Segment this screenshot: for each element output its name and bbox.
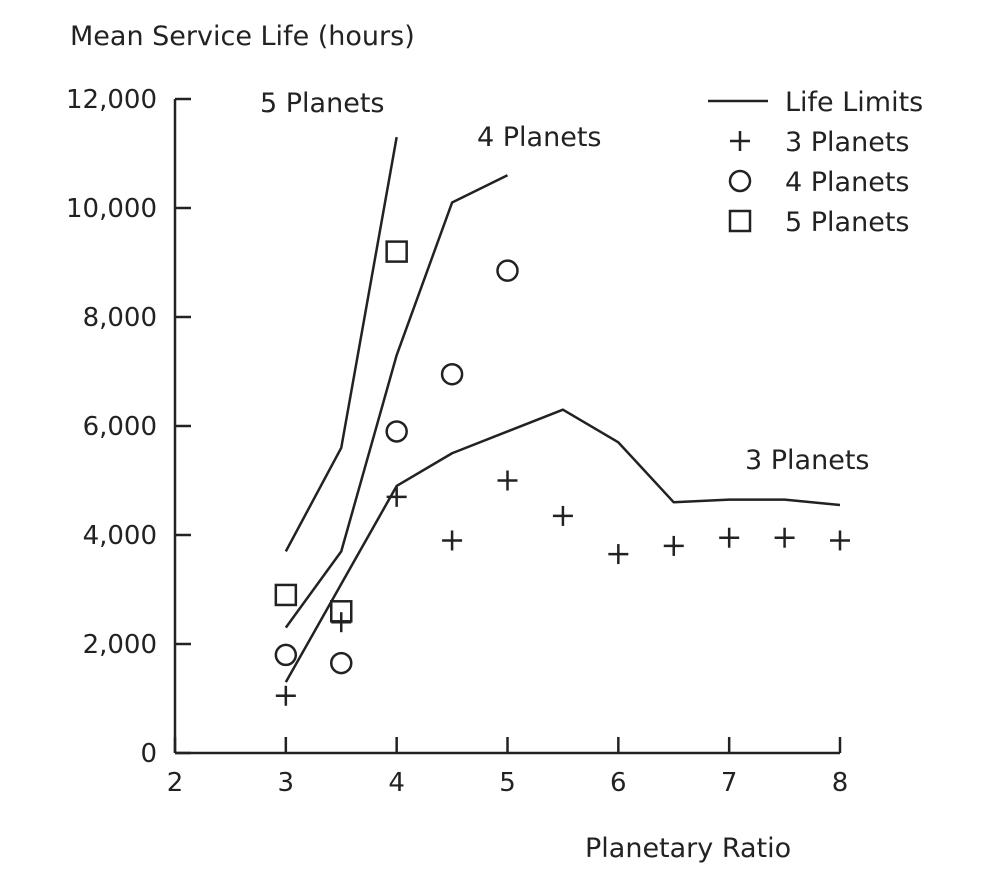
y-tick-label-4: 8,000 [83, 303, 157, 333]
square-point-1 [330, 600, 353, 623]
circle-point-1 [330, 651, 353, 675]
x-tick-label-4: 6 [610, 768, 627, 798]
legend-label-3: 5 Planets [785, 207, 909, 238]
life-limit-lines [284, 136, 841, 683]
circle-point-3 [440, 362, 464, 386]
y-tick-label-3: 6,000 [83, 412, 157, 442]
plus-point-5 [552, 505, 573, 526]
legend-square-swatch [728, 209, 752, 233]
annotations: 5 Planets 4 Planets 3 Planets [260, 88, 869, 476]
y-tick-label-5: 10,000 [66, 194, 157, 224]
life-limit-line-3-planets [284, 408, 841, 683]
x-tick-label-5: 7 [721, 768, 738, 798]
x-tick-label-1: 3 [278, 768, 295, 798]
legend-plus-swatch [730, 131, 750, 151]
plus-point-0 [275, 685, 296, 706]
x-tick-label-0: 2 [167, 768, 184, 798]
legend-entry-2: 4 Planets [728, 167, 909, 198]
y-tick-label-0: 0 [140, 739, 157, 769]
square-point-2 [385, 240, 408, 263]
y-tick-label-6: 12,000 [66, 85, 157, 115]
x-tick-label-2: 4 [388, 768, 405, 798]
plus-point-9 [774, 527, 795, 548]
legend-entry-0: Life Limits [708, 87, 923, 118]
life-limit-label-4-planets: 4 Planets [477, 122, 601, 153]
legend-circle-swatch [728, 169, 752, 193]
life-limit-line-5-planets [284, 136, 398, 552]
y-axis-title: Mean Service Life (hours) [70, 21, 415, 52]
ticks: 0 2,000 4,000 6,000 8,000 10,000 12,000 2 3 4 5 6 7 8 [66, 85, 848, 798]
life-limit-line-4-planets [284, 174, 509, 629]
y-tick-label-2: 4,000 [83, 521, 157, 551]
plus-point-7 [663, 535, 684, 556]
y-tick-label-1: 2,000 [83, 630, 157, 660]
life-limit-label-5-planets: 5 Planets [260, 88, 384, 119]
plus-point-2 [386, 486, 407, 507]
circle-point-2 [385, 420, 408, 443]
legend: Life Limits 3 Planets 4 Planets 5 Planets [708, 87, 923, 238]
legend-label-2: 4 Planets [785, 167, 909, 198]
plus-point-6 [608, 544, 629, 565]
legend-entry-3: 5 Planets [728, 207, 909, 238]
circle-point-0 [274, 643, 298, 667]
plus-point-10 [830, 530, 850, 551]
legend-label-0: Life Limits [785, 87, 923, 118]
data-markers [274, 240, 850, 706]
plus-point-3 [442, 530, 463, 551]
legend-label-1: 3 Planets [785, 127, 909, 158]
life-limit-label-3-planets: 3 Planets [745, 445, 869, 476]
circle-point-4 [496, 259, 519, 282]
x-tick-label-6: 8 [832, 768, 849, 798]
legend-entry-1: 3 Planets [730, 127, 909, 158]
x-axis-title: Planetary Ratio [585, 833, 791, 864]
x-tick-label-3: 5 [499, 768, 516, 798]
square-point-0 [274, 583, 298, 607]
plus-point-8 [719, 527, 740, 548]
plus-point-4 [497, 470, 518, 491]
